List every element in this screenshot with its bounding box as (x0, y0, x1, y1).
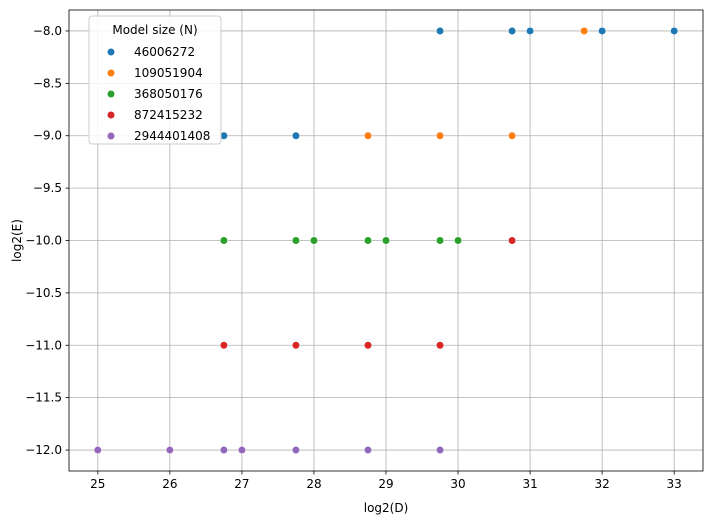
data-point-46006272 (507, 26, 517, 36)
legend-marker (106, 89, 116, 99)
legend-title: Model size (N) (112, 23, 197, 37)
y-tick-label: −8.5 (33, 76, 62, 90)
y-tick-label: −10.0 (25, 234, 62, 248)
x-tick-label: 25 (90, 477, 105, 491)
data-point-872415232 (219, 341, 228, 350)
legend-box (88, 15, 222, 145)
data-point-368050176 (435, 236, 445, 245)
x-tick-label: 31 (522, 477, 537, 491)
data-point-872415232 (507, 236, 517, 245)
data-point-109051904 (507, 131, 517, 140)
data-point-872415232 (291, 341, 301, 350)
y-tick-label: −12.0 (25, 443, 62, 457)
data-point-46006272 (670, 26, 679, 36)
data-point-2944401408 (93, 445, 102, 455)
x-tick-label: 28 (306, 477, 321, 491)
data-point-109051904 (363, 131, 373, 140)
data-point-872415232 (435, 341, 445, 350)
y-tick-label: −9.0 (33, 129, 62, 143)
legend-marker (106, 110, 116, 120)
data-point-368050176 (219, 236, 228, 245)
data-point-2944401408 (291, 445, 301, 455)
y-tick-label: −11.5 (25, 391, 62, 405)
data-point-109051904 (435, 131, 445, 140)
data-point-2944401408 (165, 445, 174, 455)
x-tick-label: 32 (594, 477, 609, 491)
x-tick-label: 27 (234, 477, 249, 491)
x-axis-label: log2(D) (364, 501, 409, 515)
legend-entry-label: 46006272 (134, 45, 195, 59)
data-point-109051904 (580, 26, 589, 36)
data-point-368050176 (309, 236, 319, 245)
data-point-368050176 (363, 236, 373, 245)
data-points (93, 26, 679, 455)
y-tick-label: −9.5 (33, 181, 62, 195)
data-point-2944401408 (237, 445, 247, 455)
x-tick-label: 26 (162, 477, 177, 491)
legend-marker (106, 68, 116, 78)
legend-entry-label: 368050176 (134, 87, 203, 101)
data-point-2944401408 (435, 445, 445, 455)
data-point-872415232 (363, 341, 373, 350)
x-tick-label: 30 (450, 477, 465, 491)
data-point-46006272 (525, 26, 535, 36)
legend-marker (106, 47, 116, 57)
data-point-2944401408 (363, 445, 373, 455)
data-point-368050176 (381, 236, 391, 245)
axis-ticks: 25 26 27 28 29 30 31 32 33 −8.0 −8.5 −9.0 −9.5 −10.0 −… (25, 24, 682, 491)
y-tick-label: −11.0 (25, 338, 62, 352)
legend-marker (106, 131, 116, 141)
legend-entry-label: 872415232 (134, 108, 203, 122)
legend: Model size (N) 46006272 109051904 36805017… (88, 15, 222, 145)
data-point-2944401408 (219, 445, 228, 455)
data-point-46006272 (598, 26, 607, 36)
data-point-368050176 (453, 236, 463, 245)
data-point-46006272 (291, 131, 301, 140)
data-point-368050176 (291, 236, 301, 245)
legend-entry-label: 2944401408 (134, 129, 210, 143)
y-axis-label: log2(E) (10, 219, 24, 262)
y-tick-label: −8.0 (33, 24, 62, 38)
x-tick-label: 29 (378, 477, 393, 491)
x-tick-label: 33 (667, 477, 682, 491)
y-tick-label: −10.5 (25, 286, 62, 300)
legend-entry-label: 109051904 (134, 66, 203, 80)
data-point-46006272 (435, 26, 445, 36)
